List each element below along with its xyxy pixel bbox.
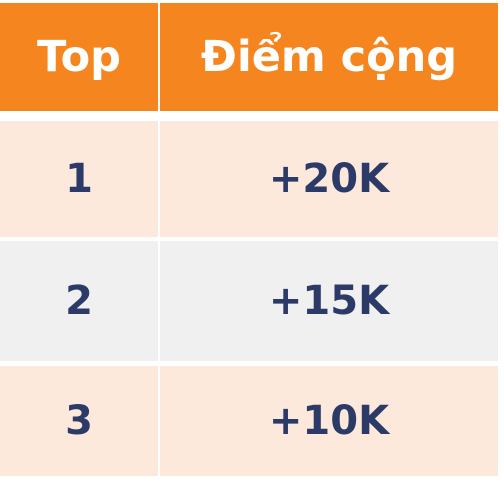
points-cell: +15K	[160, 241, 498, 361]
rank-cell: 2	[0, 241, 158, 361]
reward-table: Top Điểm cộng 1 +20K 2 +15K 3 +10K	[0, 3, 498, 476]
points-cell: +10K	[160, 366, 498, 476]
points-cell: +20K	[160, 121, 498, 237]
table-row: 2 +15K	[0, 241, 498, 361]
header-points: Điểm cộng	[160, 3, 498, 111]
table-row: 1 +20K	[0, 121, 498, 237]
header-top: Top	[0, 3, 158, 111]
rank-cell: 1	[0, 121, 158, 237]
table-row: 3 +10K	[0, 366, 498, 476]
table-header-row: Top Điểm cộng	[0, 3, 498, 111]
rank-cell: 3	[0, 366, 158, 476]
